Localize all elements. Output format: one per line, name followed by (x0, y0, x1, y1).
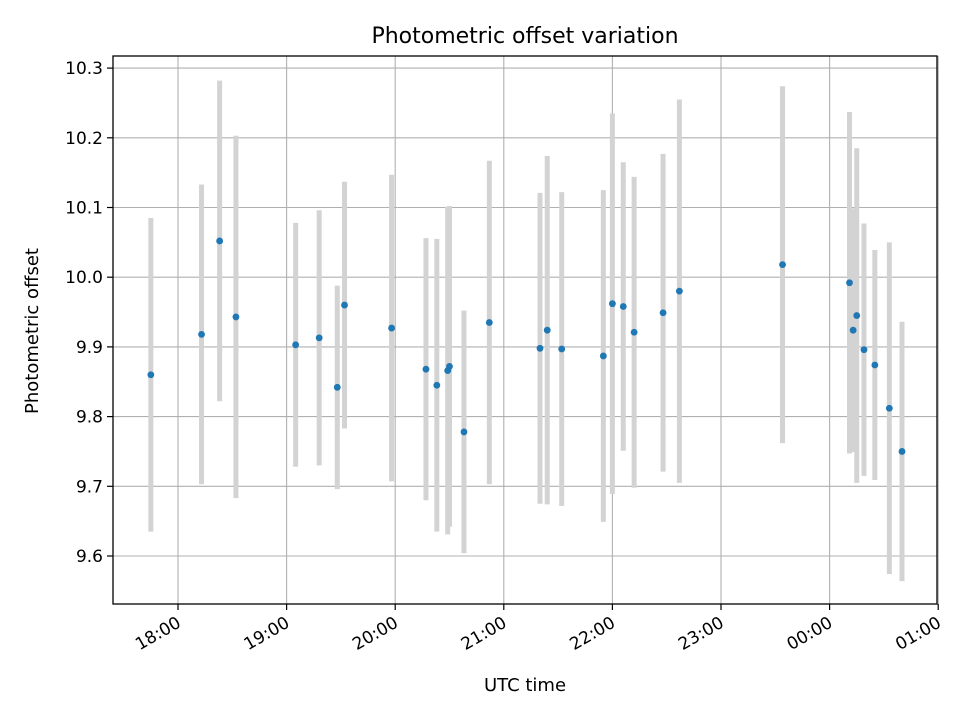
y-tick-label: 9.6 (76, 547, 103, 567)
plot-frame (112, 55, 938, 605)
y-tick-label: 10.0 (65, 268, 103, 288)
data-point (292, 341, 300, 349)
data-point (460, 428, 468, 436)
data-point (558, 345, 566, 353)
y-tick-label: 9.8 (76, 408, 103, 428)
data-point (599, 352, 607, 360)
data-point (422, 365, 430, 373)
data-point (659, 309, 667, 317)
data-point (147, 371, 155, 379)
data-point (849, 326, 857, 334)
y-axis-title: Photometric offset (22, 248, 43, 414)
data-point (232, 313, 240, 321)
y-tick-label: 10.1 (65, 199, 103, 219)
data-point (198, 330, 205, 338)
x-axis-title: UTC time (484, 675, 566, 696)
chart-title: Photometric offset variation (371, 24, 678, 49)
data-points (147, 237, 906, 455)
y-tick-label: 10.2 (65, 129, 103, 149)
y-tick-label: 9.7 (76, 477, 103, 497)
data-point (860, 346, 868, 354)
data-point (871, 361, 879, 369)
data-point (885, 404, 893, 412)
data-point (675, 287, 683, 295)
data-point (446, 363, 453, 370)
data-point (388, 324, 395, 332)
data-point (853, 312, 861, 319)
data-point (898, 448, 906, 455)
y-tick-label: 9.9 (76, 338, 103, 358)
data-point (630, 328, 638, 336)
data-point (779, 261, 786, 269)
data-point (619, 303, 627, 310)
data-point (333, 383, 341, 391)
data-point (216, 237, 224, 245)
data-point (341, 301, 348, 309)
data-point (846, 279, 853, 287)
data-point (485, 319, 493, 326)
data-point (536, 344, 544, 352)
data-point (433, 381, 441, 389)
y-tick-label: 10.3 (65, 59, 103, 79)
data-point (543, 326, 551, 334)
data-point (609, 300, 616, 308)
data-point (315, 334, 323, 342)
